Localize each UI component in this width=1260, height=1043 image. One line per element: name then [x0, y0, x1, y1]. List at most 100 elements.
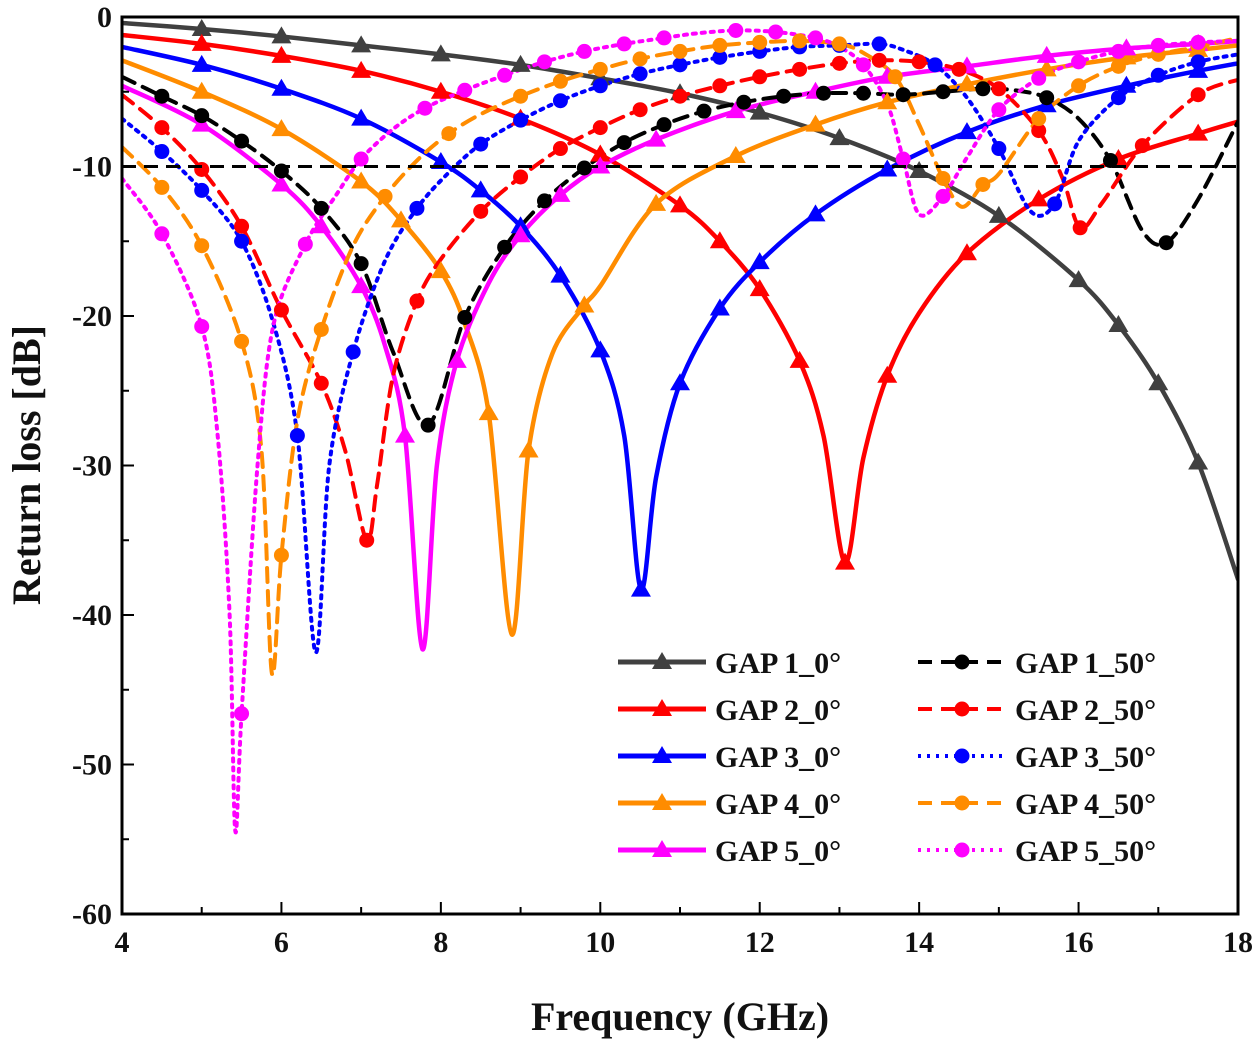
data-point-gap-3-50: [712, 49, 728, 65]
y-tick-label: -60: [72, 898, 112, 931]
data-point-gap-5-50: [194, 318, 210, 334]
legend-item: GAP 2_0°: [618, 694, 841, 727]
legend-item: GAP 3_0°: [618, 741, 841, 774]
series-line-gap-5-50: [122, 28, 1238, 835]
data-point-gap-5-50: [1190, 34, 1206, 50]
data-point-gap-5-50: [457, 82, 473, 98]
data-point-gap-2-50: [409, 293, 425, 309]
legend-label: GAP 4_0°: [715, 788, 841, 821]
data-point-gap-2-0: [670, 195, 690, 213]
data-point-gap-1-50: [497, 239, 513, 255]
data-point-gap-5-50: [536, 54, 552, 70]
data-point-gap-2-50: [752, 69, 768, 85]
data-point-gap-4-0: [518, 440, 539, 458]
marker-layer: [154, 18, 1209, 722]
data-point-gap-3-0: [550, 265, 571, 283]
data-point-gap-2-0: [835, 552, 856, 570]
legend-item: GAP 3_50°: [918, 741, 1156, 774]
data-point-gap-3-0: [805, 204, 826, 222]
data-point-gap-3-50: [345, 344, 361, 360]
data-point-gap-4-50: [592, 61, 608, 77]
data-point-gap-4-0: [725, 146, 746, 164]
data-point-gap-3-0: [956, 122, 977, 140]
data-point-gap-3-50: [1150, 67, 1166, 83]
data-point-gap-5-0: [271, 174, 292, 192]
data-point-gap-5-50: [417, 100, 433, 116]
x-tick-label: 4: [115, 926, 130, 959]
y-tick-label: -50: [72, 749, 112, 782]
legend-marker-swatch: [652, 793, 672, 810]
data-point-gap-4-0: [574, 295, 595, 313]
data-point-gap-4-50: [712, 37, 728, 53]
data-point-gap-5-0: [1036, 45, 1057, 63]
data-point-gap-4-0: [351, 171, 372, 189]
x-tick-label: 16: [1064, 926, 1094, 959]
data-point-gap-2-0: [430, 81, 451, 99]
data-point-gap-1-50: [935, 84, 951, 100]
data-point-gap-5-0: [550, 184, 571, 202]
data-point-gap-1-50: [616, 135, 632, 151]
y-tick-label: -10: [72, 151, 112, 184]
data-point-gap-1-0: [191, 18, 212, 36]
data-point-gap-1-50: [736, 94, 752, 110]
legend-item: GAP 4_0°: [618, 788, 841, 821]
data-point-gap-2-0: [877, 365, 898, 383]
data-point-gap-4-50: [792, 33, 808, 49]
data-point-gap-5-50: [895, 151, 911, 167]
data-point-gap-2-50: [513, 169, 529, 185]
data-point-gap-4-0: [430, 261, 451, 279]
x-tick-label: 12: [745, 926, 775, 959]
data-point-gap-2-0: [191, 33, 212, 51]
data-point-gap-2-50: [473, 203, 489, 219]
data-point-gap-3-50: [672, 57, 688, 73]
data-point-gap-3-50: [632, 66, 648, 82]
legend-label: GAP 1_50°: [1015, 647, 1156, 680]
data-point-gap-5-50: [935, 188, 951, 204]
series-line-gap-4-0: [122, 43, 1238, 637]
data-point-gap-3-50: [473, 136, 489, 152]
legend-marker-swatch: [954, 654, 970, 670]
data-point-gap-2-50: [991, 81, 1007, 97]
data-point-gap-4-50: [377, 188, 393, 204]
data-point-gap-3-0: [877, 159, 898, 177]
data-point-gap-3-0: [351, 108, 372, 126]
data-point-gap-4-0: [391, 210, 411, 228]
data-point-gap-1-0: [829, 128, 850, 146]
data-point-gap-5-0: [510, 225, 531, 243]
data-point-gap-4-50: [552, 73, 568, 89]
legend-item: GAP 5_50°: [918, 835, 1156, 868]
data-point-gap-1-50: [353, 256, 369, 272]
data-point-gap-2-50: [672, 88, 688, 104]
data-point-gap-4-0: [646, 193, 667, 211]
legend-marker-swatch: [652, 840, 672, 857]
series-line-gap-3-0: [122, 44, 1238, 592]
data-point-gap-2-50: [911, 54, 927, 70]
data-point-gap-2-50: [234, 218, 250, 234]
data-point-gap-5-50: [353, 151, 369, 167]
data-point-gap-1-50: [1102, 153, 1118, 169]
data-point-gap-1-0: [271, 26, 292, 44]
data-point-gap-3-50: [289, 428, 305, 444]
legend-marker-swatch: [954, 701, 970, 717]
data-point-gap-3-0: [709, 298, 730, 316]
data-point-gap-4-50: [513, 88, 529, 104]
data-point-gap-2-50: [831, 55, 847, 71]
plot-frame: [120, 15, 1240, 916]
y-tick-label: -30: [72, 450, 112, 483]
data-point-gap-5-50: [991, 102, 1007, 118]
data-point-gap-2-50: [1072, 220, 1088, 236]
legend-marker-swatch: [954, 795, 970, 811]
data-point-gap-2-0: [956, 243, 977, 261]
data-point-gap-5-50: [1150, 37, 1166, 53]
legend-label: GAP 4_50°: [1015, 788, 1156, 821]
data-point-gap-1-0: [1148, 373, 1169, 391]
legend-label: GAP 2_50°: [1015, 694, 1156, 727]
data-point-gap-5-50: [768, 24, 784, 40]
x-axis-title: Frequency (GHz): [531, 994, 829, 1039]
data-point-gap-3-0: [430, 152, 451, 170]
data-point-gap-2-50: [552, 141, 568, 157]
data-point-gap-1-50: [420, 417, 436, 433]
data-point-gap-1-50: [313, 200, 329, 216]
series-line-gap-1-50: [122, 74, 1238, 428]
